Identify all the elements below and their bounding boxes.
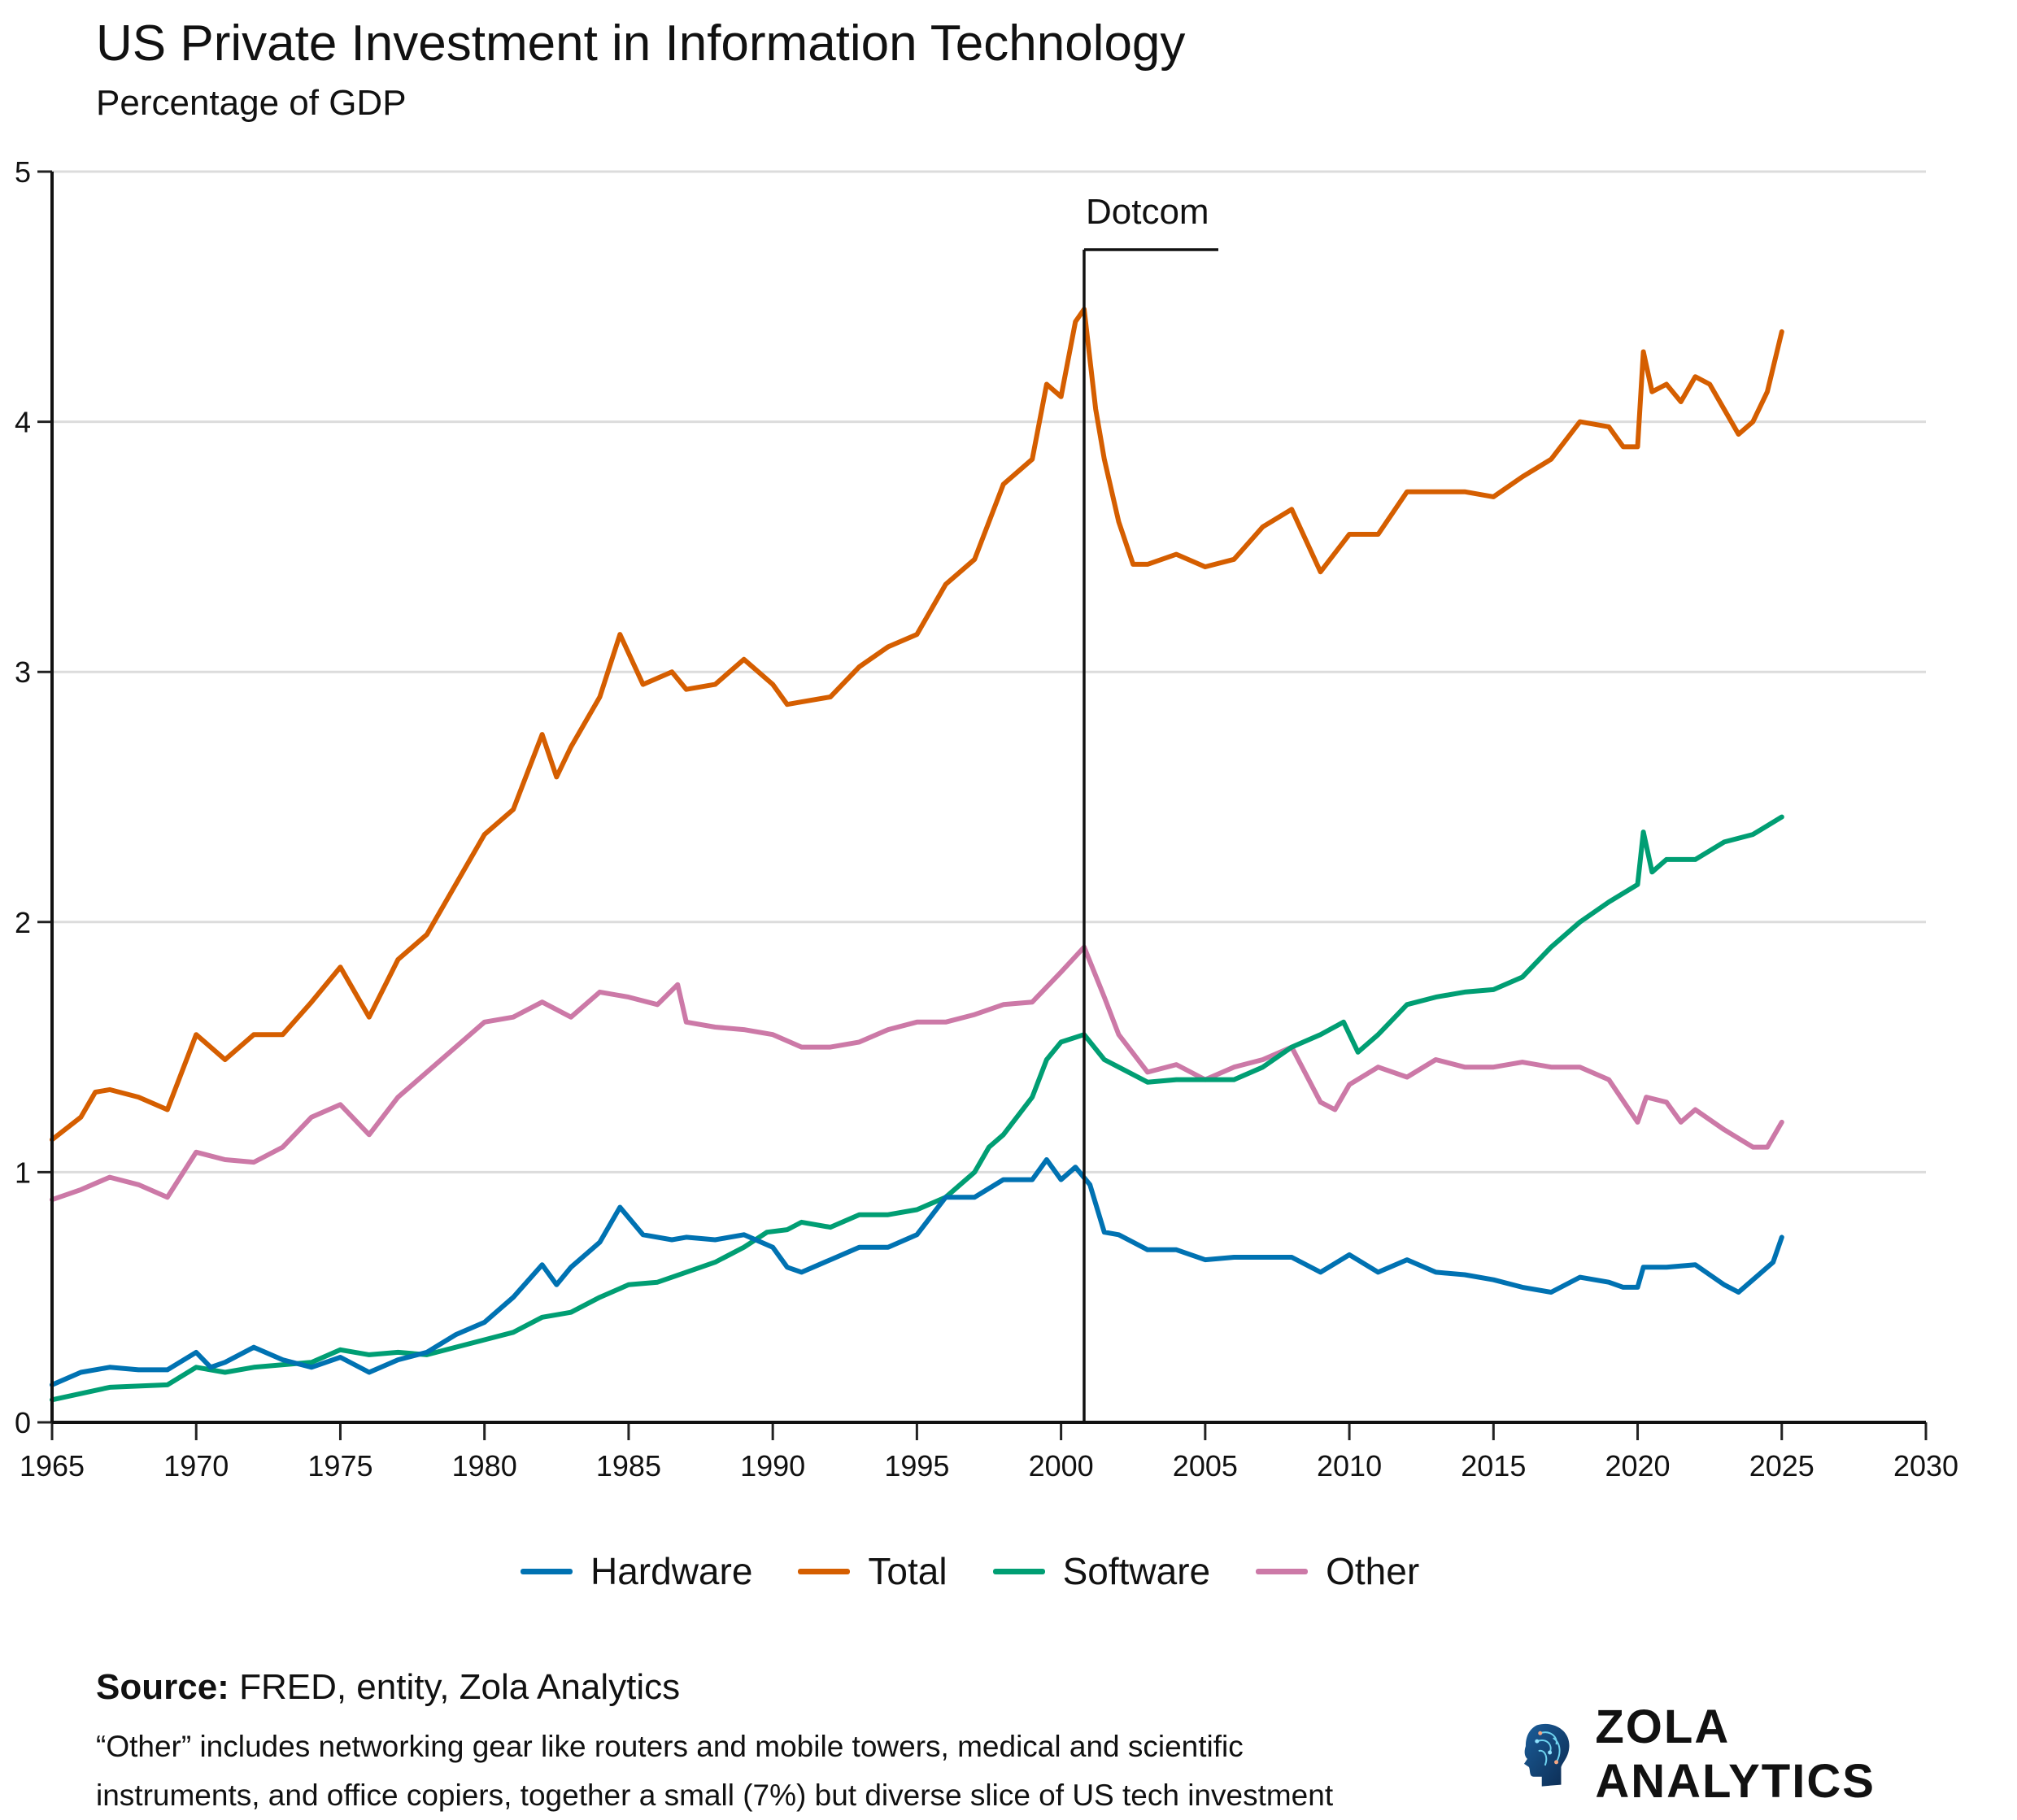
x-tick-label: 1995	[884, 1449, 949, 1483]
dotcom-annotation: Dotcom	[1083, 192, 1218, 1422]
x-tick-label: 1980	[452, 1449, 517, 1483]
series-lines	[50, 307, 1784, 1403]
legend: Hardware Total Software Other	[521, 1549, 1419, 1593]
x-tick-label: 1965	[20, 1449, 85, 1483]
series-line-hardware	[50, 1157, 1784, 1387]
legend-item-total[interactable]: Total	[798, 1549, 948, 1593]
x-tick-label: 1990	[740, 1449, 805, 1483]
legend-label-other: Other	[1326, 1550, 1420, 1592]
y-tick-label: 2	[15, 906, 31, 939]
dotcom-label: Dotcom	[1086, 192, 1209, 232]
x-tick-label: 1975	[307, 1449, 372, 1483]
x-tick-label: 1970	[163, 1449, 229, 1483]
legend-item-other[interactable]: Other	[1256, 1549, 1419, 1593]
brain-head-icon	[1523, 1723, 1570, 1787]
x-tick-label: 1985	[596, 1449, 661, 1483]
y-tick-label: 4	[15, 406, 31, 439]
x-tick-label: 2030	[1893, 1449, 1958, 1483]
legend-item-software[interactable]: Software	[992, 1549, 1211, 1593]
axes: 0 1 2 3 4 5 1965 1970 1975 1980 1985 1990 1995 2000 20…	[15, 155, 1958, 1483]
x-tick-label: 2000	[1029, 1449, 1094, 1483]
footnote-line-1: “Other” includes networking gear like ro…	[96, 1730, 1244, 1763]
chart-title: US Private Investment in Information Tec…	[96, 15, 1186, 72]
x-tick-label: 2010	[1317, 1449, 1382, 1483]
y-tick-label: 0	[15, 1406, 31, 1439]
series-line-total	[50, 307, 1784, 1143]
legend-label-hardware: Hardware	[590, 1550, 753, 1592]
source-text: FRED, entity, Zola Analytics	[239, 1667, 681, 1707]
legend-label-software: Software	[1062, 1550, 1211, 1592]
series-line-software	[50, 814, 1784, 1403]
zola-analytics-logo: ZOLA ANALYTICS	[1521, 1700, 2017, 1809]
legend-swatch-software	[992, 1568, 1045, 1574]
legend-label-total: Total	[868, 1550, 948, 1592]
y-tick-label: 5	[15, 155, 31, 189]
x-tick-label: 2025	[1749, 1449, 1814, 1483]
legend-swatch-hardware	[521, 1568, 573, 1574]
chart-subtitle: Percentage of GDP	[96, 83, 407, 123]
footnote: “Other” includes networking gear like ro…	[96, 1722, 1479, 1820]
footnote-line-2: instruments, and office copiers, togethe…	[96, 1779, 1334, 1812]
legend-item-hardware[interactable]: Hardware	[521, 1549, 752, 1593]
legend-swatch-total	[798, 1568, 851, 1574]
y-tick-label: 3	[15, 655, 31, 689]
y-tick-label: 1	[15, 1156, 31, 1189]
logo-text: ZOLA ANALYTICS	[1595, 1700, 1875, 1808]
series-line-other	[50, 944, 1784, 1203]
x-tick-label: 2020	[1605, 1449, 1670, 1483]
x-tick-label: 2005	[1173, 1449, 1238, 1483]
x-tick-label: 2015	[1461, 1449, 1526, 1483]
legend-swatch-other	[1256, 1568, 1309, 1574]
source-label: Source:	[96, 1667, 229, 1707]
source-line: Source: FRED, entity, Zola Analytics	[96, 1667, 680, 1708]
gridlines	[52, 170, 1926, 1173]
